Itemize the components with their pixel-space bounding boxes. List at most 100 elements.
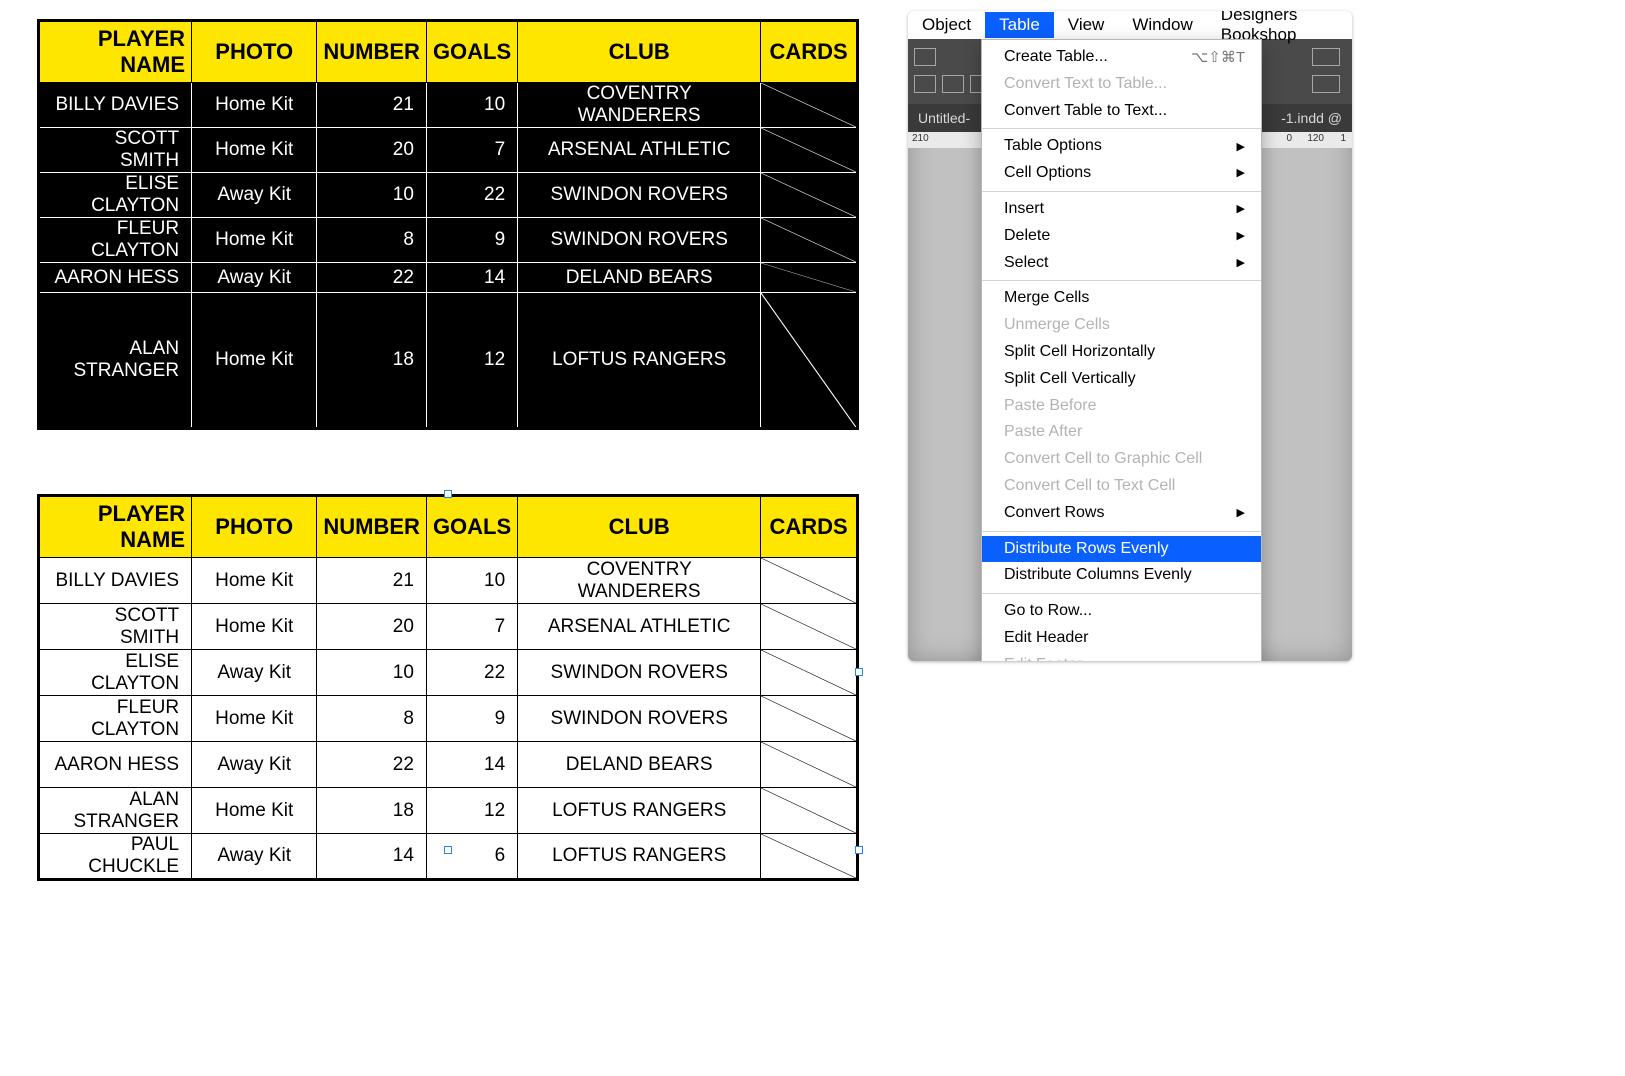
menu-item-label: Convert Table to Text... <box>1004 101 1167 122</box>
cell-goals[interactable]: 22 <box>426 650 517 696</box>
col-player-name: PLAYER NAME <box>39 21 192 83</box>
cell-player-name[interactable]: PAUL CHUCKLE <box>39 834 192 880</box>
menu-item-label: Table Options <box>1004 136 1102 157</box>
menu-item-go-to-row[interactable]: Go to Row... <box>982 598 1261 625</box>
table-row[interactable]: SCOTT SMITHHome Kit207ARSENAL ATHLETIC <box>39 604 858 650</box>
align-icon[interactable] <box>914 75 936 93</box>
cell-number[interactable]: 22 <box>317 742 427 788</box>
menu-item-distribute-rows-evenly[interactable]: Distribute Rows Evenly <box>982 536 1261 563</box>
cell-photo: Away Kit <box>192 263 317 293</box>
cell-goals[interactable]: 6 <box>426 834 517 880</box>
selection-handle[interactable] <box>855 846 863 854</box>
cell-photo[interactable]: Home Kit <box>192 788 317 834</box>
cell-number[interactable]: 14 <box>317 834 427 880</box>
cell-goals: 14 <box>426 263 517 293</box>
cell-goals[interactable]: 12 <box>426 788 517 834</box>
cell-club[interactable]: SWINDON ROVERS <box>518 650 761 696</box>
menu-item-delete[interactable]: Delete▶ <box>982 223 1261 250</box>
cell-photo[interactable]: Home Kit <box>192 558 317 604</box>
cell-cards[interactable] <box>761 834 858 880</box>
cell-cards[interactable] <box>761 604 858 650</box>
menu-item-split-cell-horizontally[interactable]: Split Cell Horizontally <box>982 339 1261 366</box>
cell-cards[interactable] <box>761 650 858 696</box>
cell-player-name[interactable]: FLEUR CLAYTON <box>39 696 192 742</box>
cell-club[interactable]: ARSENAL ATHLETIC <box>518 604 761 650</box>
cell-player-name[interactable]: BILLY DAVIES <box>39 558 192 604</box>
cell-photo: Home Kit <box>192 83 317 128</box>
menu-item-cell-options[interactable]: Cell Options▶ <box>982 160 1261 187</box>
cell-number[interactable]: 10 <box>317 650 427 696</box>
cell-club[interactable]: SWINDON ROVERS <box>518 696 761 742</box>
menu-item-convert-table-to-text[interactable]: Convert Table to Text... <box>982 98 1261 125</box>
col-club: CLUB <box>518 21 761 83</box>
cell-club[interactable]: COVENTRY WANDERERS <box>518 558 761 604</box>
cell-photo[interactable]: Home Kit <box>192 604 317 650</box>
table-row: ALAN STRANGERHome Kit1812LOFTUS RANGERS <box>39 293 858 429</box>
cell-icon[interactable] <box>1312 75 1340 93</box>
menu-item-convert-rows[interactable]: Convert Rows▶ <box>982 500 1261 527</box>
cell-cards[interactable] <box>761 696 858 742</box>
align-icon[interactable] <box>942 75 964 93</box>
menu-item-table-options[interactable]: Table Options▶ <box>982 133 1261 160</box>
selection-handle[interactable] <box>855 668 863 676</box>
cell-goals[interactable]: 9 <box>426 696 517 742</box>
menubar-item-table[interactable]: Table <box>985 12 1054 38</box>
cell-goals[interactable]: 7 <box>426 604 517 650</box>
selection-handle[interactable] <box>444 846 452 854</box>
menu-item-select[interactable]: Select▶ <box>982 250 1261 277</box>
cell-goals[interactable]: 10 <box>426 558 517 604</box>
table-row[interactable]: ELISE CLAYTONAway Kit1022SWINDON ROVERS <box>39 650 858 696</box>
table-row[interactable]: BILLY DAVIESHome Kit2110COVENTRY WANDERE… <box>39 558 858 604</box>
menubar-item-object[interactable]: Object <box>908 12 985 38</box>
menu-item-split-cell-vertically[interactable]: Split Cell Vertically <box>982 366 1261 393</box>
menu-item-label: Insert <box>1004 199 1044 220</box>
cell-number[interactable]: 18 <box>317 788 427 834</box>
selection-handle[interactable] <box>444 490 452 498</box>
menu-item-edit-header[interactable]: Edit Header <box>982 625 1261 652</box>
table-row[interactable]: AARON HESSAway Kit2214DELAND BEARS <box>39 742 858 788</box>
table-header-row: PLAYER NAME PHOTO NUMBER GOALS CLUB CARD… <box>39 21 858 83</box>
cell-club: COVENTRY WANDERERS <box>518 83 761 128</box>
cell-player-name[interactable]: SCOTT SMITH <box>39 604 192 650</box>
table-after[interactable]: PLAYER NAME PHOTO NUMBER GOALS CLUB CARD… <box>37 494 859 881</box>
menu-item-label: Convert Rows <box>1004 503 1104 524</box>
menu-item-convert-cell-to-graphic-cell: Convert Cell to Graphic Cell <box>982 446 1261 473</box>
cell-photo[interactable]: Away Kit <box>192 742 317 788</box>
menu-item-create-table[interactable]: Create Table... ⌥⇧⌘T <box>982 44 1261 71</box>
menu-item-label: Delete <box>1004 226 1050 247</box>
cell-cards[interactable] <box>761 558 858 604</box>
menu-item-insert[interactable]: Insert▶ <box>982 196 1261 223</box>
doc-tab-right: -1.indd @ <box>1281 104 1342 132</box>
menu-item-merge-cells[interactable]: Merge Cells <box>982 285 1261 312</box>
col-cards: CARDS <box>761 21 858 83</box>
table-row[interactable]: PAUL CHUCKLEAway Kit146LOFTUS RANGERS <box>39 834 858 880</box>
table-row[interactable]: ALAN STRANGERHome Kit1812LOFTUS RANGERS <box>39 788 858 834</box>
cell-club[interactable]: DELAND BEARS <box>518 742 761 788</box>
cell-cards[interactable] <box>761 742 858 788</box>
cell-photo[interactable]: Away Kit <box>192 834 317 880</box>
menu-item-distribute-columns-evenly[interactable]: Distribute Columns Evenly <box>982 562 1261 589</box>
table-row: ELISE CLAYTONAway Kit1022SWINDON ROVERS <box>39 173 858 218</box>
cell-icon[interactable] <box>1312 48 1340 66</box>
menu-item-label: Create Table... <box>1004 47 1108 68</box>
cell-player-name[interactable]: AARON HESS <box>39 742 192 788</box>
cell-number[interactable]: 21 <box>317 558 427 604</box>
menubar-item-view[interactable]: View <box>1054 12 1119 38</box>
cell-cards[interactable] <box>761 788 858 834</box>
cell-number[interactable]: 20 <box>317 604 427 650</box>
table-row[interactable]: FLEUR CLAYTONHome Kit89SWINDON ROVERS <box>39 696 858 742</box>
cell-club[interactable]: LOFTUS RANGERS <box>518 788 761 834</box>
submenu-arrow-icon: ▶ <box>1237 256 1245 270</box>
cell-photo[interactable]: Home Kit <box>192 696 317 742</box>
cell-club[interactable]: LOFTUS RANGERS <box>518 834 761 880</box>
cell-number[interactable]: 8 <box>317 696 427 742</box>
cell-goals[interactable]: 14 <box>426 742 517 788</box>
cell-photo[interactable]: Away Kit <box>192 650 317 696</box>
table-menu-dropdown[interactable]: Create Table...⌥⇧⌘TConvert Text to Table… <box>981 39 1262 661</box>
align-icon[interactable] <box>914 48 936 66</box>
menu-shortcut: ⌥⇧⌘T <box>1191 48 1245 68</box>
cell-player-name[interactable]: ELISE CLAYTON <box>39 650 192 696</box>
cell-player-name[interactable]: ALAN STRANGER <box>39 788 192 834</box>
menu-item-label: Split Cell Horizontally <box>1004 342 1155 363</box>
menubar-item-window[interactable]: Window <box>1118 12 1206 38</box>
